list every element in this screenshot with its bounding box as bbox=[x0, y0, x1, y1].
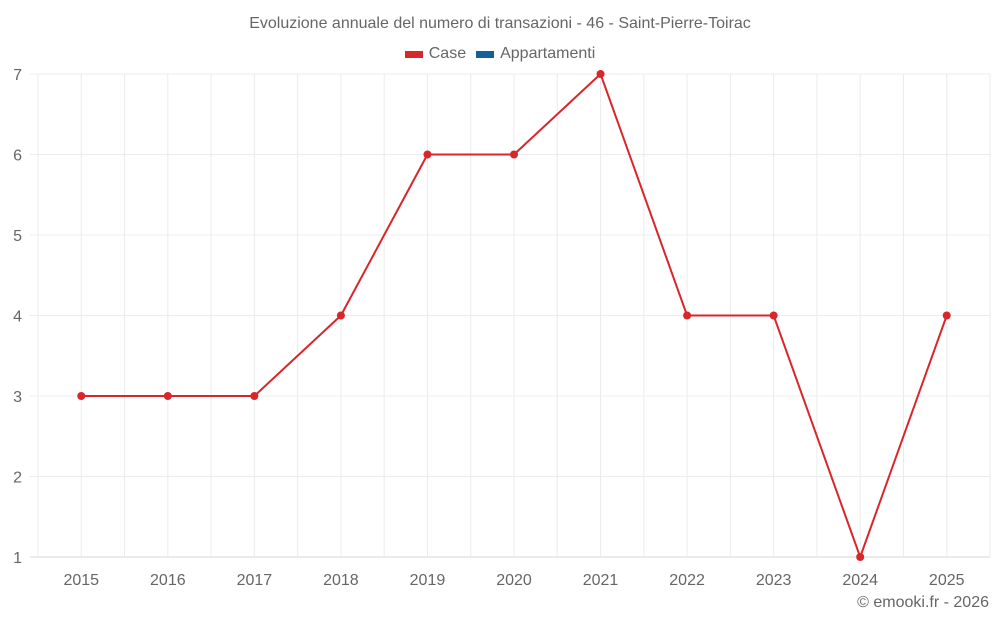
y-tick-label: 2 bbox=[13, 470, 22, 487]
credit-text: © emooki.fr - 2026 bbox=[857, 594, 989, 611]
legend: Case Appartamenti bbox=[0, 45, 1000, 63]
x-tick-label: 2022 bbox=[669, 572, 705, 589]
x-tick-label: 2016 bbox=[150, 572, 186, 589]
y-tick-label: 4 bbox=[13, 309, 22, 326]
y-tick-label: 5 bbox=[13, 228, 22, 245]
data-point[interactable] bbox=[856, 553, 865, 561]
y-tick-label: 3 bbox=[13, 389, 22, 406]
x-tick-label: 2018 bbox=[323, 572, 359, 589]
grid-lines bbox=[30, 73, 991, 558]
x-tick-label: 2020 bbox=[496, 572, 532, 589]
data-point[interactable] bbox=[510, 150, 518, 159]
chart-title: Evoluzione annuale del numero di transaz… bbox=[249, 15, 751, 32]
y-tick-label: 7 bbox=[13, 67, 22, 84]
x-axis: 2015 2016 2017 2018 2019 2020 2021 2022 2023 2024… bbox=[63, 572, 964, 589]
data-point[interactable] bbox=[769, 311, 778, 320]
x-tick-label: 2019 bbox=[410, 572, 446, 589]
x-tick-label: 2017 bbox=[237, 572, 273, 589]
data-point[interactable] bbox=[596, 70, 605, 78]
data-point[interactable] bbox=[336, 311, 345, 320]
data-point[interactable] bbox=[77, 392, 86, 400]
x-tick-label: 2021 bbox=[583, 572, 619, 589]
y-tick-label: 1 bbox=[13, 550, 22, 567]
x-tick-label: 2023 bbox=[756, 572, 792, 589]
legend-item-appartamenti[interactable]: Appartamenti bbox=[476, 45, 595, 63]
legend-swatch-case bbox=[404, 50, 423, 58]
x-tick-label: 2024 bbox=[842, 572, 878, 589]
legend-label-case: Case bbox=[428, 45, 467, 62]
x-tick-label: 2025 bbox=[929, 572, 965, 589]
legend-label-appartamenti: Appartamenti bbox=[500, 45, 596, 62]
x-tick-label: 2015 bbox=[63, 572, 99, 589]
data-point[interactable] bbox=[423, 150, 432, 159]
legend-swatch-appartamenti bbox=[476, 50, 495, 58]
y-axis: 1 2 3 4 5 6 7 bbox=[13, 67, 22, 567]
data-point[interactable] bbox=[683, 311, 692, 320]
data-point[interactable] bbox=[250, 392, 259, 400]
y-tick-label: 6 bbox=[13, 148, 22, 165]
data-point[interactable] bbox=[942, 311, 951, 320]
data-point[interactable] bbox=[163, 392, 172, 400]
series-case bbox=[77, 70, 951, 561]
legend-item-case[interactable]: Case bbox=[404, 45, 467, 63]
